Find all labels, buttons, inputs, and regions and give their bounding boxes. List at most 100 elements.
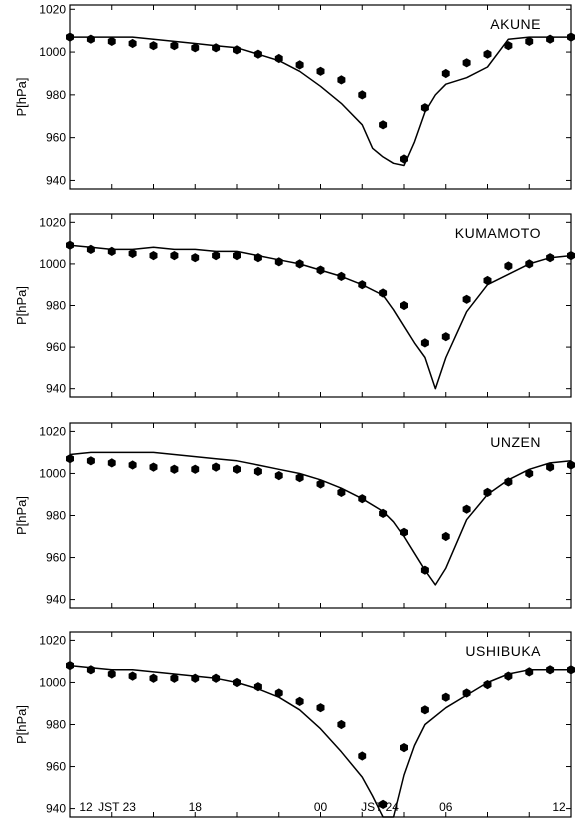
y-tick-label: 1000 [39,45,66,59]
observed-point [170,251,179,261]
observed-point [66,32,74,42]
observed-point [191,464,200,474]
observed-point [420,705,429,715]
observed-point [170,464,179,474]
y-tick-label: 940 [46,802,66,816]
observed-point [274,471,283,481]
observed-point [420,565,429,575]
observed-point [191,253,200,263]
observed-point [86,244,95,254]
observed-point [462,58,471,68]
observed-point [107,36,116,46]
chart-panel-kumamoto: 940 960 980 1000 1020 P[hPa] KUMAMOTO [14,213,575,398]
y-tick-label: 980 [46,299,66,313]
observed-point [441,68,450,79]
y-tick-label: 960 [46,551,66,565]
observed-point [86,456,95,466]
station-label: AKUNE [490,16,541,32]
observed-point [358,751,367,761]
observed-point [107,458,116,468]
observed-point [128,460,137,470]
observed-point [400,154,408,164]
observed-point [295,60,304,70]
observed-point [212,462,221,472]
observed-point [295,259,304,269]
observed-point [128,248,137,259]
observed-point [66,454,74,464]
observed-point [504,41,513,51]
observed-point [233,464,241,474]
observed-point [149,41,158,51]
observed-point [504,261,513,271]
observed-point [567,665,575,675]
plot-frame [69,631,572,818]
y-tick-label: 1020 [39,2,66,16]
observed-point [546,34,555,44]
chart-panel-ushibuka: 940 960 980 1000 1020 P[hPa] USHIBUKA 12 18 00 06 1… [14,631,575,818]
observed-point [86,34,95,44]
observed-point [525,468,534,479]
observed-point [441,531,450,542]
station-label: USHIBUKA [465,643,541,659]
y-tick-label: 940 [46,382,66,396]
observed-point [86,665,95,675]
date-annotation: JST 23 [98,800,136,814]
observed-point [400,743,408,753]
y-axis-label: P[hPa] [14,496,29,535]
y-tick-label: 1000 [39,257,66,271]
observed-point [107,246,116,256]
date-annotation: JST 24 [361,800,399,814]
chart-panel-akune: 940 960 980 1000 1020 P[hPa] AKUNE [14,2,575,190]
model-pressure-line [70,36,571,167]
observed-point [379,120,388,130]
observed-point [358,90,367,100]
observed-point [274,688,283,698]
observed-point [316,703,325,713]
y-tick-label: 980 [46,509,66,523]
y-tick-label: 1020 [39,215,66,229]
observed-point [441,692,450,702]
observed-point [128,671,137,681]
observed-point [546,462,555,472]
observed-point [233,677,241,688]
observed-point [462,294,471,304]
y-tick-label: 940 [46,173,66,187]
observed-point [546,253,555,263]
plot-frame [69,422,572,609]
observed-point [170,41,179,51]
observed-point [233,45,241,55]
observed-point [191,43,200,53]
observed-point [567,460,575,470]
observed-point [379,508,388,518]
observed-point [295,473,304,483]
x-tick-label: 18 [189,800,203,814]
station-label: KUMAMOTO [455,225,541,241]
x-tick-label: 12 [79,800,93,814]
observed-point [525,667,534,677]
observed-point [191,673,200,683]
chart-panel-unzen: 940 960 980 1000 1020 P[hPa] UNZEN [14,422,575,609]
observed-point [358,280,367,290]
y-axis-label: P[hPa] [14,286,29,325]
observed-point [337,487,346,497]
observed-point [567,32,575,42]
observed-point [337,75,346,85]
observed-point [525,259,534,269]
observed-point [483,275,492,286]
y-tick-label: 1020 [39,424,66,438]
observed-point [149,251,158,261]
observed-point [149,462,158,472]
observed-point [483,487,492,497]
observed-point [212,251,221,261]
model-pressure-line [69,451,572,586]
station-label: UNZEN [490,434,541,450]
y-tick-label: 980 [46,88,66,102]
y-tick-label: 1020 [39,633,66,647]
observed-point [400,300,408,311]
model-pressure-line [69,664,571,818]
observed-point [233,251,241,261]
y-tick-label: 960 [46,760,66,774]
x-tick-label: 12 [552,800,566,814]
observed-point [462,688,471,698]
